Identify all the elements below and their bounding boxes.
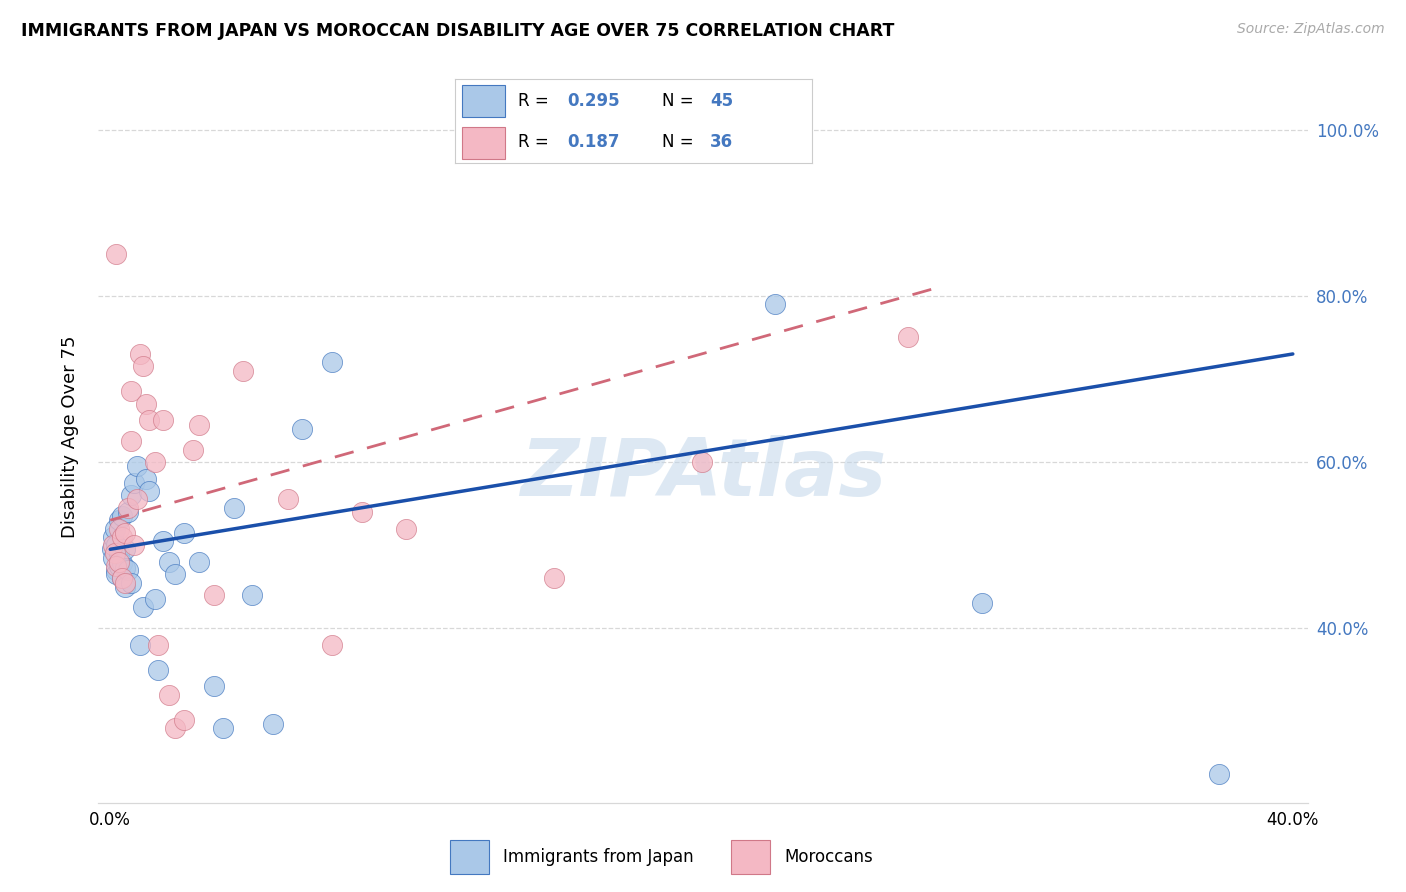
- Point: [120, 384, 142, 399]
- Point: [132, 600, 155, 615]
- Point: [114, 580, 136, 594]
- Point: [114, 525, 136, 540]
- Point: [232, 363, 254, 377]
- Point: [202, 680, 225, 694]
- Point: [181, 442, 204, 457]
- Point: [128, 347, 150, 361]
- Point: [104, 546, 127, 560]
- Point: [187, 417, 209, 432]
- Point: [202, 588, 225, 602]
- Point: [120, 434, 142, 449]
- Point: [165, 721, 187, 735]
- Point: [454, 122, 477, 136]
- Point: [108, 555, 131, 569]
- Point: [108, 521, 131, 535]
- Point: [277, 492, 299, 507]
- Point: [105, 558, 128, 573]
- Point: [146, 638, 169, 652]
- Point: [125, 459, 148, 474]
- Text: Source: ZipAtlas.com: Source: ZipAtlas.com: [1237, 22, 1385, 37]
- Point: [395, 521, 418, 535]
- Text: IMMIGRANTS FROM JAPAN VS MOROCCAN DISABILITY AGE OVER 75 CORRELATION CHART: IMMIGRANTS FROM JAPAN VS MOROCCAN DISABI…: [21, 22, 894, 40]
- Point: [105, 567, 128, 582]
- Point: [114, 542, 136, 557]
- Point: [103, 530, 125, 544]
- Bar: [731, 839, 770, 874]
- Point: [1208, 766, 1230, 780]
- Point: [972, 596, 994, 610]
- Point: [291, 422, 314, 436]
- Y-axis label: Disability Age Over 75: Disability Age Over 75: [60, 335, 79, 539]
- Point: [143, 455, 166, 469]
- Point: [211, 721, 233, 735]
- Point: [132, 359, 155, 374]
- Point: [117, 505, 139, 519]
- Point: [111, 571, 134, 585]
- Point: [138, 413, 160, 427]
- Point: [128, 638, 150, 652]
- Point: [152, 533, 174, 548]
- Point: [105, 538, 128, 552]
- Text: ZIPAtlas: ZIPAtlas: [520, 434, 886, 513]
- Point: [117, 500, 139, 515]
- Point: [105, 247, 128, 261]
- Text: Moroccans: Moroccans: [785, 847, 873, 866]
- Point: [111, 509, 134, 524]
- Point: [111, 571, 134, 585]
- Point: [224, 500, 246, 515]
- Point: [114, 561, 136, 575]
- Point: [135, 472, 157, 486]
- Point: [152, 413, 174, 427]
- Point: [165, 567, 187, 582]
- Point: [100, 542, 122, 557]
- Point: [111, 557, 134, 571]
- Point: [108, 513, 131, 527]
- Point: [897, 330, 920, 344]
- Point: [105, 563, 128, 577]
- Point: [108, 558, 131, 573]
- Point: [350, 505, 373, 519]
- Point: [135, 397, 157, 411]
- Point: [120, 575, 142, 590]
- Point: [157, 688, 180, 702]
- Point: [114, 575, 136, 590]
- Point: [173, 713, 195, 727]
- Point: [543, 571, 565, 585]
- Point: [138, 484, 160, 499]
- Point: [103, 550, 125, 565]
- Bar: [450, 839, 489, 874]
- Point: [125, 492, 148, 507]
- Point: [117, 563, 139, 577]
- Point: [120, 488, 142, 502]
- Point: [108, 546, 131, 560]
- Point: [122, 538, 145, 552]
- Point: [765, 297, 787, 311]
- Point: [240, 588, 263, 602]
- Point: [690, 455, 713, 469]
- Point: [321, 355, 343, 369]
- Point: [104, 521, 127, 535]
- Point: [103, 538, 125, 552]
- Point: [187, 555, 209, 569]
- Point: [321, 638, 343, 652]
- Point: [262, 716, 284, 731]
- Point: [111, 530, 134, 544]
- Point: [157, 555, 180, 569]
- Text: Immigrants from Japan: Immigrants from Japan: [503, 847, 695, 866]
- Point: [143, 592, 166, 607]
- Point: [586, 122, 609, 136]
- Point: [146, 663, 169, 677]
- Point: [173, 525, 195, 540]
- Point: [122, 475, 145, 490]
